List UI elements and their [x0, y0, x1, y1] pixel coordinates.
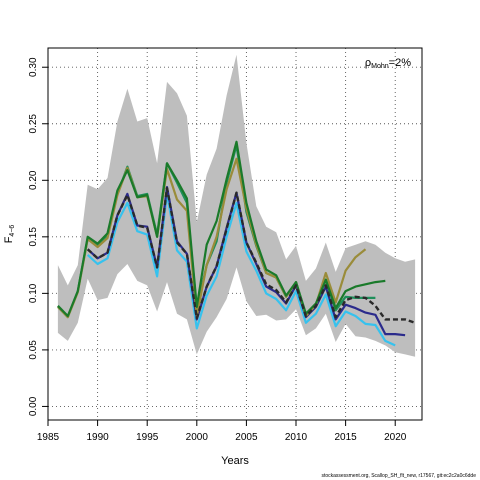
x-tick-label: 2015: [334, 432, 357, 443]
x-tick-label: 1990: [86, 432, 109, 443]
y-axis-title: F4−6: [3, 225, 16, 244]
plot-area-border: [47, 47, 423, 421]
y-tick-label: 0.10: [28, 283, 39, 303]
series-line-6: [86, 186, 416, 324]
y-tick-label: 0.15: [28, 227, 39, 247]
footer-source: stockassessment.org, Scallop_SH_flt_new,…: [321, 473, 476, 479]
x-tick-label: 2020: [384, 432, 407, 443]
series-line-5: [57, 140, 386, 318]
y-axis: 0.00 0.05 0.10 0.15 0.20 0.25 0.30: [28, 57, 48, 416]
x-tick-label: 1995: [136, 432, 159, 443]
y-tick-label: 0.25: [28, 114, 39, 134]
series-line-1: [86, 192, 396, 347]
y-tick-label: 0.30: [28, 57, 39, 77]
x-tick-label: 1985: [37, 432, 60, 443]
x-axis: 1985 1990 1995 2000 2005 2010 2015 2020: [37, 420, 407, 443]
y-tick-label: 0.00: [28, 396, 39, 416]
x-axis-title: Years: [221, 455, 249, 467]
x-tick-label: 2005: [235, 432, 258, 443]
mohn-rho-annotation: ρMohn=2%: [365, 57, 411, 70]
x-tick-label: 2000: [186, 432, 209, 443]
series-lines: [57, 140, 416, 347]
x-tick-label: 2010: [285, 432, 308, 443]
y-tick-label: 0.05: [28, 340, 39, 360]
y-tick-label: 0.20: [28, 170, 39, 190]
